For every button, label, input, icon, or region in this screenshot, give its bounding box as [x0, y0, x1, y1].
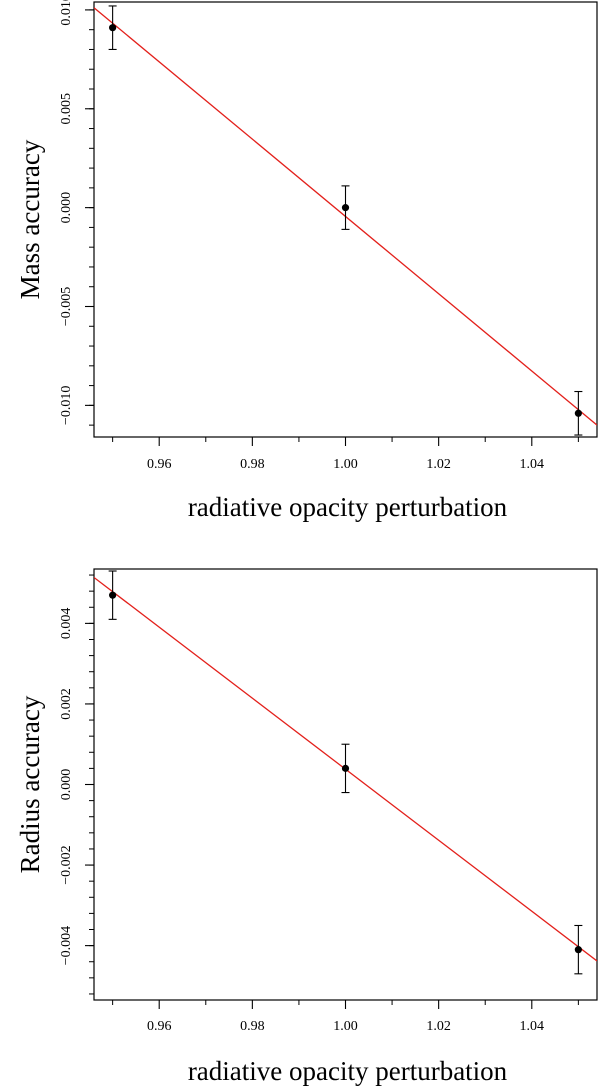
y-tick-label: 0.004: [59, 608, 74, 640]
x-tick-label: 1.00: [333, 457, 358, 472]
data-point: [109, 24, 117, 32]
x-tick-label: 1.04: [520, 1019, 545, 1034]
mass-accuracy-panel: 0.96 0.98 1.00 1.02 1.04 0.010 0.005 0.000 −0.00…: [15, 0, 598, 522]
x-tick-label: 0.96: [147, 1019, 172, 1034]
x-tick-label: 1.02: [426, 1019, 451, 1034]
x-axis-title: radiative opacity perturbation: [188, 492, 508, 522]
y-tick-label: 0.010: [59, 0, 74, 26]
y-axis-title: Radius accuracy: [15, 695, 45, 873]
y-tick-label: 0.002: [59, 688, 74, 720]
y-axis-title: Mass accuracy: [15, 139, 45, 299]
radius-accuracy-panel: 0.96 0.98 1.00 1.02 1.04 0.004 0.002 0.000 −0.00…: [15, 568, 598, 1086]
y-tick-label: 0.000: [59, 769, 74, 801]
x-tick-label: 0.98: [240, 457, 265, 472]
y-tick-label: −0.004: [59, 926, 74, 965]
y-tick-label: −0.005: [59, 287, 74, 326]
x-tick-label: 1.00: [333, 1019, 358, 1034]
x-axis-title: radiative opacity perturbation: [188, 1056, 508, 1086]
data-point: [341, 764, 350, 772]
data-point: [109, 591, 117, 599]
x-tick-label: 1.04: [520, 457, 545, 472]
data-point: [574, 946, 582, 954]
y-tick-label: 0.000: [59, 192, 74, 224]
y-tick-label: 0.005: [59, 93, 74, 125]
data-point: [574, 409, 582, 417]
data-point: [341, 204, 350, 212]
y-tick-label: −0.002: [59, 845, 74, 884]
x-tick-label: 0.96: [147, 457, 172, 472]
x-tick-label: 1.02: [426, 457, 451, 472]
x-tick-label: 0.98: [240, 1019, 265, 1034]
y-tick-label: −0.010: [59, 386, 74, 425]
